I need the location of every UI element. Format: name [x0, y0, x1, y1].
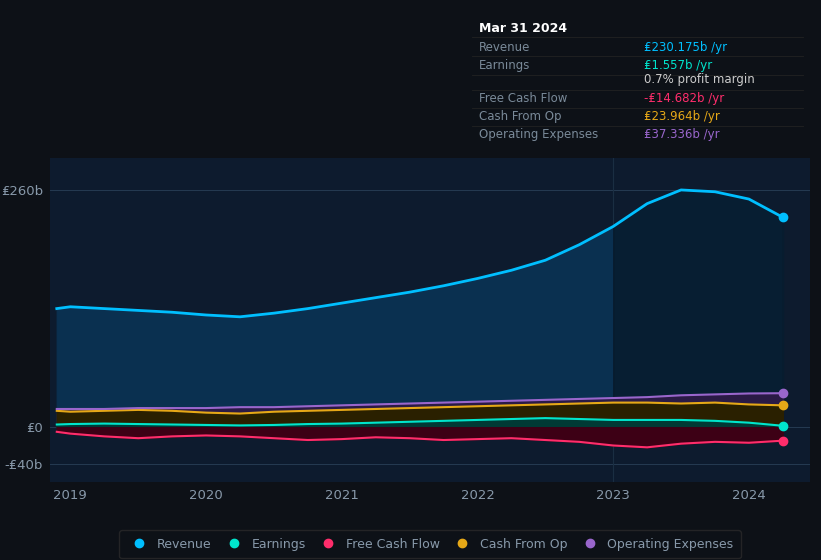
Text: ₤37.336b /yr: ₤37.336b /yr	[644, 128, 720, 141]
Text: Cash From Op: Cash From Op	[479, 110, 562, 123]
Text: Operating Expenses: Operating Expenses	[479, 128, 598, 141]
Text: Revenue: Revenue	[479, 41, 530, 54]
Legend: Revenue, Earnings, Free Cash Flow, Cash From Op, Operating Expenses: Revenue, Earnings, Free Cash Flow, Cash …	[119, 530, 741, 558]
Text: Free Cash Flow: Free Cash Flow	[479, 92, 567, 105]
Text: ₤230.175b /yr: ₤230.175b /yr	[644, 41, 727, 54]
Text: -₤14.682b /yr: -₤14.682b /yr	[644, 92, 725, 105]
Text: Earnings: Earnings	[479, 59, 530, 72]
Text: Mar 31 2024: Mar 31 2024	[479, 22, 567, 35]
Text: 0.7% profit margin: 0.7% profit margin	[644, 73, 755, 86]
Text: ₤23.964b /yr: ₤23.964b /yr	[644, 110, 720, 123]
Text: ₤1.557b /yr: ₤1.557b /yr	[644, 59, 713, 72]
